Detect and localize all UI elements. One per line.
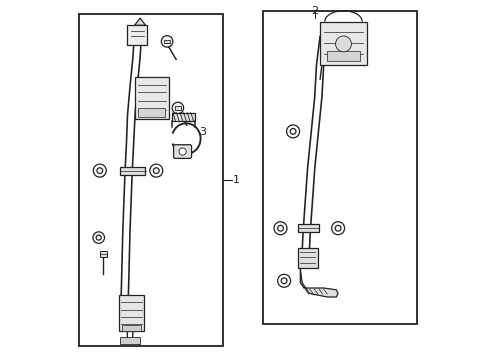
Text: 2: 2 xyxy=(310,6,318,16)
Bar xyxy=(171,113,195,121)
Bar xyxy=(297,224,319,232)
Circle shape xyxy=(273,222,286,235)
FancyBboxPatch shape xyxy=(173,145,191,158)
Circle shape xyxy=(161,36,172,47)
Bar xyxy=(262,11,416,324)
Bar xyxy=(164,40,170,43)
Circle shape xyxy=(331,222,344,235)
Circle shape xyxy=(277,274,290,287)
Polygon shape xyxy=(134,18,145,25)
Circle shape xyxy=(97,168,102,174)
Circle shape xyxy=(93,164,106,177)
Bar xyxy=(175,106,181,110)
Bar xyxy=(118,295,144,331)
Bar xyxy=(122,325,141,331)
Text: 3: 3 xyxy=(199,127,206,137)
Bar xyxy=(79,14,223,346)
Circle shape xyxy=(96,235,101,240)
Bar xyxy=(127,25,147,45)
Bar xyxy=(100,251,107,257)
Bar xyxy=(138,108,165,117)
Circle shape xyxy=(172,102,183,114)
Bar xyxy=(297,248,317,268)
Circle shape xyxy=(93,232,104,243)
Circle shape xyxy=(277,225,283,231)
Bar xyxy=(120,167,145,175)
Bar xyxy=(120,337,140,344)
Circle shape xyxy=(335,36,351,52)
Circle shape xyxy=(281,278,286,284)
Bar xyxy=(326,51,359,61)
Circle shape xyxy=(149,164,163,177)
Circle shape xyxy=(179,148,186,155)
Circle shape xyxy=(286,125,299,138)
Bar xyxy=(320,22,366,65)
Bar xyxy=(134,77,168,119)
Polygon shape xyxy=(300,268,337,297)
Circle shape xyxy=(153,168,159,174)
Circle shape xyxy=(289,129,295,134)
Text: 1: 1 xyxy=(232,175,240,185)
Circle shape xyxy=(335,225,340,231)
